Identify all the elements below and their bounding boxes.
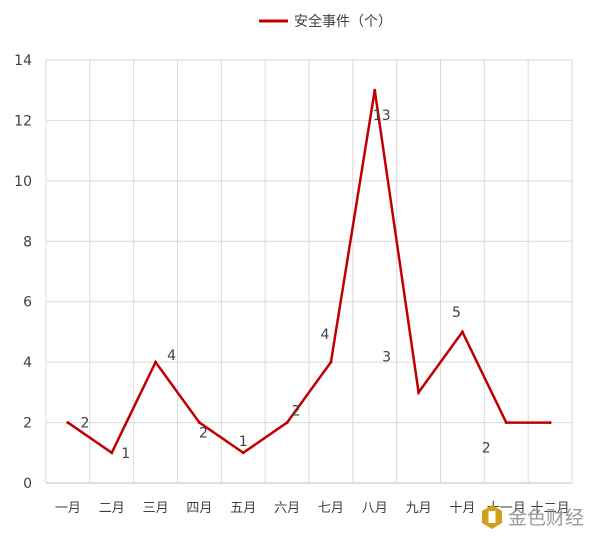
y-tick-label: 4 bbox=[23, 355, 32, 371]
x-tick-label: 六月 bbox=[274, 501, 300, 516]
data-label: 3 bbox=[382, 349, 391, 365]
data-point bbox=[197, 421, 201, 425]
data-label: 2 bbox=[482, 441, 491, 457]
data-label: 2 bbox=[199, 426, 208, 442]
x-tick-label: 一月 bbox=[55, 501, 81, 516]
y-tick-label: 14 bbox=[14, 53, 32, 69]
data-label: 2 bbox=[80, 416, 89, 432]
data-point bbox=[241, 451, 245, 455]
watermark-logo-icon bbox=[482, 505, 502, 529]
data-label: 4 bbox=[167, 348, 176, 364]
data-point bbox=[460, 330, 464, 334]
y-tick-label: 10 bbox=[14, 174, 32, 190]
y-tick-label: 6 bbox=[23, 295, 32, 311]
data-label: 4 bbox=[320, 327, 329, 343]
x-tick-label: 十月 bbox=[449, 501, 475, 516]
grid-layer bbox=[45, 59, 573, 484]
x-tick-label: 四月 bbox=[186, 501, 212, 516]
watermark-text: 金色财经 bbox=[508, 507, 584, 529]
x-tick-label: 七月 bbox=[318, 501, 344, 516]
series-layer bbox=[66, 88, 552, 455]
data-point bbox=[154, 360, 158, 364]
data-label: 1 bbox=[121, 446, 130, 462]
legend-label: 安全事件（个） bbox=[294, 13, 392, 30]
data-point bbox=[373, 88, 377, 92]
data-label: 13 bbox=[373, 108, 391, 124]
x-tick-label: 九月 bbox=[406, 501, 432, 516]
x-tick-label: 五月 bbox=[230, 501, 256, 516]
data-point bbox=[66, 421, 70, 425]
data-point bbox=[417, 390, 421, 394]
series-line bbox=[67, 90, 551, 455]
data-point bbox=[285, 421, 289, 425]
x-tick-label: 三月 bbox=[143, 501, 169, 516]
data-label: 5 bbox=[452, 305, 461, 321]
data-point bbox=[329, 360, 333, 364]
x-tick-label: 二月 bbox=[99, 501, 125, 516]
x-tick-label: 八月 bbox=[362, 501, 388, 516]
data-point bbox=[504, 421, 508, 425]
data-point bbox=[110, 451, 114, 455]
y-tick-label: 2 bbox=[23, 416, 32, 432]
y-tick-label: 8 bbox=[23, 234, 32, 250]
watermark: 金色财经 bbox=[482, 505, 584, 529]
data-label: 2 bbox=[292, 404, 301, 420]
y-tick-label: 12 bbox=[14, 113, 32, 129]
data-label-layer: 2142124133522 bbox=[80, 108, 491, 462]
legend: 安全事件（个） bbox=[259, 13, 392, 30]
data-point bbox=[548, 421, 552, 425]
x-tick-label: 十二月 bbox=[531, 501, 570, 516]
data-label: 1 bbox=[239, 434, 248, 450]
y-tick-label: 0 bbox=[23, 476, 32, 492]
